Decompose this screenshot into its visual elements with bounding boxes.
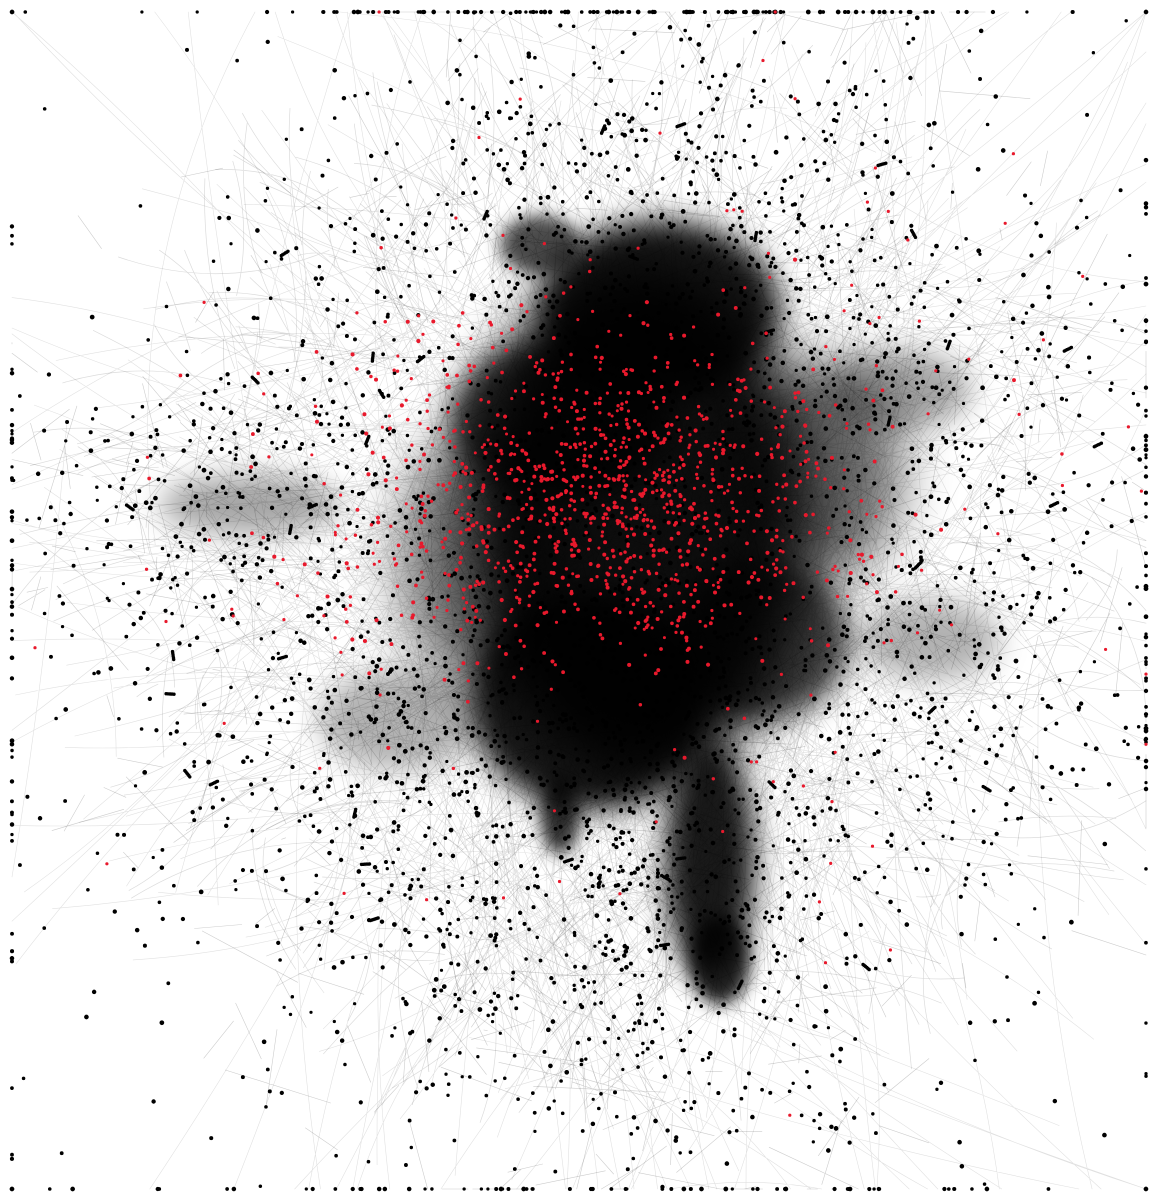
- dense-region: [830, 350, 970, 430]
- dense-region: [860, 600, 1000, 680]
- dense-region: [160, 475, 340, 535]
- dense-region: [500, 215, 580, 275]
- highlighted-nodes: [33, 10, 1148, 1117]
- dense-region: [320, 670, 480, 770]
- dense-region: [670, 560, 850, 720]
- dense-region: [690, 915, 750, 1005]
- dense-core: [160, 215, 1000, 1005]
- highlighted-node-layer: [33, 10, 1148, 1117]
